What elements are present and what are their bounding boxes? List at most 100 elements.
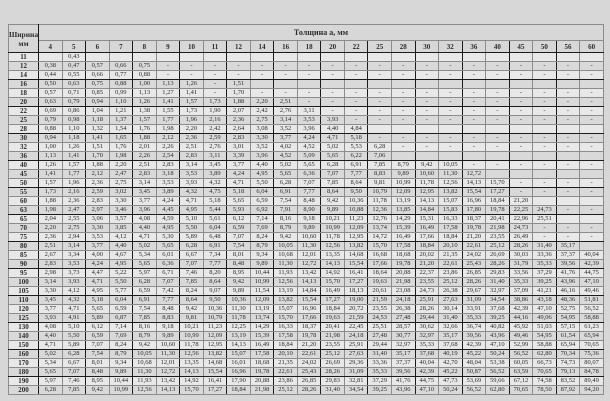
cell: - xyxy=(320,106,345,116)
cell: - xyxy=(532,178,557,188)
table-row: 125 3,93 4,91 5,89 6,87 7,85 8,83 9,81 10,79 11,7… xyxy=(8,313,604,323)
cell: 0,75 xyxy=(85,79,110,89)
cell: - xyxy=(508,106,534,116)
cell: - xyxy=(579,61,604,71)
table-row: 105 3,30 4,12 4,95 5,77 6,59 7,42 8,24 9,07 9,89 1… xyxy=(8,286,604,296)
cell: 8,01 xyxy=(85,358,110,368)
cell: 19,63 xyxy=(367,277,392,287)
cell: 26,69 xyxy=(320,358,345,368)
cell xyxy=(532,52,557,62)
table-row: 120 3,77 4,71 5,65 6,59 7,54 8,48 9,42 10,36 11,3… xyxy=(8,304,604,314)
table-row: 65 2,04 2,55 3,06 3,57 4,08 4,59 5,10 5,61 6,12 7,… xyxy=(8,214,604,224)
cell: 31,40 xyxy=(438,313,463,323)
cell: 62,80 xyxy=(485,385,510,395)
cell: 41,76 xyxy=(555,268,581,278)
table-row: 150 4,71 5,89 7,07 8,24 9,42 10,60 11,78 12,95 14… xyxy=(8,340,604,350)
cell: 4,71 xyxy=(61,304,87,314)
cell: 13,82 xyxy=(202,349,228,359)
cell: 11,30 xyxy=(132,367,157,377)
table-row: 40 1,26 1,57 1,88 2,20 2,51 2,83 3,14 3,45 3,77 4,… xyxy=(8,160,604,170)
cell: 5,34 xyxy=(38,358,63,368)
cell: 28,26 xyxy=(414,304,440,314)
cell: 25,12 xyxy=(320,349,345,359)
cell: 3,30 xyxy=(108,196,134,206)
cell: - xyxy=(249,88,275,98)
cell: 53,38 xyxy=(485,358,510,368)
cell: - xyxy=(367,106,392,116)
cell: 15,31 xyxy=(414,214,440,224)
cell: 11,93 xyxy=(273,268,298,278)
cell: 25,12 xyxy=(438,277,463,287)
cell: - xyxy=(438,97,463,107)
cell: 10,36 xyxy=(202,304,228,314)
cell: 0,63 xyxy=(38,97,63,107)
cell: 16,49 xyxy=(390,232,416,242)
cell: 24,02 xyxy=(296,358,322,368)
cell: 27,48 xyxy=(390,313,416,323)
cell: 18,37 xyxy=(461,214,487,224)
cell: 2,20 xyxy=(179,124,204,134)
cell xyxy=(414,124,440,134)
cell: 5,18 xyxy=(226,187,251,197)
table-row: 18 0,57 0,71 0,85 0,99 1,13 1,27 1,41-1,70- - - - -… xyxy=(8,88,604,98)
cell: 29,36 xyxy=(343,358,369,368)
cell: - xyxy=(555,115,581,125)
cell: 56,52 xyxy=(508,349,534,359)
cell: 4,75 xyxy=(202,187,228,197)
cell: 7,77 xyxy=(155,295,181,305)
cell: - xyxy=(508,187,534,197)
table-row: 200 6,28 7,85 9,42 10,99 12,56 14,13 15,70 17,27… xyxy=(8,385,604,395)
cell: 3,53 xyxy=(179,169,204,179)
cell: 8,20 xyxy=(202,268,228,278)
cell: 56,52 xyxy=(485,367,510,377)
cell: 31,79 xyxy=(508,259,534,269)
cell: 17,58 xyxy=(273,331,298,341)
cell: 35,17 xyxy=(438,331,463,341)
cell: 1,70 xyxy=(226,88,251,98)
column-header: 50 xyxy=(532,40,557,53)
row-header: 100 xyxy=(8,277,39,287)
cell: 2,97 xyxy=(85,205,110,215)
cell: 14,84 xyxy=(414,205,440,215)
cell: 4,40 xyxy=(38,331,63,341)
cell: 4,84 xyxy=(343,124,369,134)
cell: 4,71 xyxy=(226,178,251,188)
cell: 11,23 xyxy=(343,214,369,224)
cell: 35,33 xyxy=(461,313,487,323)
cell: 17,58 xyxy=(390,241,416,251)
cell: 23,86 xyxy=(438,268,463,278)
cell: 16,96 xyxy=(296,304,322,314)
cell xyxy=(461,79,487,89)
cell: 26,38 xyxy=(390,304,416,314)
cell: 4,71 xyxy=(38,340,63,350)
cell: 1,57 xyxy=(61,160,87,170)
cell: 6,04 xyxy=(249,187,275,197)
cell: 75,36 xyxy=(579,349,604,359)
cell: 7,42 xyxy=(155,286,181,296)
cell: 9,18 xyxy=(296,214,322,224)
cell: 13,19 xyxy=(390,196,416,206)
cell: 5,89 xyxy=(85,313,110,323)
row-header: 12 xyxy=(8,61,39,71)
cell: - xyxy=(226,70,251,80)
row-header: 36 xyxy=(8,151,39,161)
column-header: 56 xyxy=(555,40,581,53)
cell: 8,79 xyxy=(273,223,298,233)
column-header: 16 xyxy=(273,40,298,53)
cell xyxy=(532,169,557,179)
cell xyxy=(438,52,463,62)
cell: 4,95 xyxy=(85,286,110,296)
column-header: 40 xyxy=(485,40,510,53)
cell: 2,51 xyxy=(179,142,204,152)
cell: 7,07 xyxy=(61,367,87,377)
cell: 6,28 xyxy=(61,349,87,359)
cell: - xyxy=(555,142,581,152)
cell xyxy=(555,124,581,134)
cell: 1,21 xyxy=(108,106,134,116)
cell: 6,48 xyxy=(202,232,228,242)
cell: 70,65 xyxy=(579,340,604,350)
cell: 5,77 xyxy=(108,286,134,296)
cell: 13,74 xyxy=(249,313,275,323)
cell: 46,16 xyxy=(555,286,581,296)
cell: 7,14 xyxy=(249,214,275,224)
